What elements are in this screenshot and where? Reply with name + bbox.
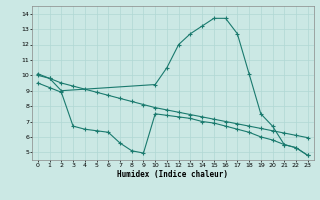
X-axis label: Humidex (Indice chaleur): Humidex (Indice chaleur) (117, 170, 228, 179)
